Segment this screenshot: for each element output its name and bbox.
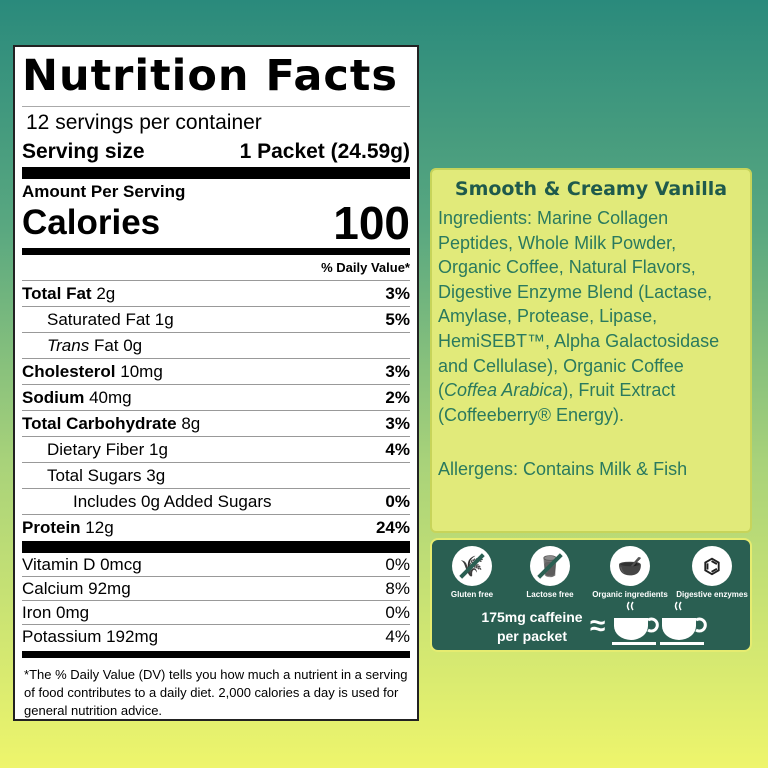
serving-size-label: Serving size — [22, 140, 145, 163]
vitamin-row: Calcium 92mg 8% — [22, 577, 410, 601]
nutrient-row: Total Carbohydrate 8g 3% — [22, 411, 410, 437]
calories-label: Calories — [22, 203, 161, 242]
badge-digestive-enzymes: ⌬ Digestive enzymes — [672, 546, 752, 599]
ingredients-text: Ingredients: Marine Collagen Peptides, W… — [438, 208, 720, 425]
vitamin-row: Iron 0mg 0% — [22, 601, 410, 625]
serving-size: Serving size 1 Packet (24.59g) — [22, 137, 410, 167]
nutrient-dv: 2% — [385, 388, 410, 407]
calories: Calories 100 — [22, 197, 410, 249]
vitamin-dv: 8% — [385, 579, 410, 598]
badge-label: Digestive enzymes — [676, 590, 748, 599]
nutrient-row: Trans Fat 0g — [22, 333, 410, 359]
nutrient-row: Includes 0g Added Sugars 0% — [22, 489, 410, 515]
nutrient-row: Cholesterol 10mg 3% — [22, 359, 410, 385]
allergens: Allergens: Contains Milk & Fish — [438, 459, 688, 480]
nutrient-name: Cholesterol 10mg — [22, 362, 163, 381]
vitamin-dv: 4% — [385, 627, 410, 646]
vitamin-name: Iron 0mg — [22, 603, 90, 622]
divider — [22, 248, 410, 255]
vitamin-name: Vitamin D 0mcg — [22, 555, 142, 574]
divider — [22, 651, 410, 658]
vitamin-dv: 0% — [385, 603, 410, 622]
servings-per-container: 12 servings per container — [26, 111, 262, 134]
footnote-text: The % Daily Value (DV) tells you how muc… — [24, 667, 408, 718]
nutrient-name: Trans Fat 0g — [47, 336, 143, 355]
serving-size-value: 1 Packet (24.59g) — [239, 140, 410, 163]
nutrient-dv: 24% — [375, 518, 410, 537]
badges-panel: 🌾 Gluten free 🥛 Lactose free 🥣 Organic ingred… — [430, 538, 752, 652]
nutrient-dv: 4% — [385, 440, 410, 459]
label-title: Nutrition Facts — [22, 47, 410, 107]
nutrient-row: Total Sugars 3g — [22, 463, 410, 489]
nutrient-dv: 3% — [385, 362, 410, 381]
milk-bottle-crossed-icon: 🥛 — [530, 546, 570, 586]
nutrient-row: Dietary Fiber 1g 4% — [22, 437, 410, 463]
coffee-cups-icon — [612, 601, 707, 645]
divider — [22, 167, 410, 179]
caffeine-text: 175mg caffeine per packet — [481, 609, 583, 644]
badge-gluten-free: 🌾 Gluten free — [432, 546, 512, 599]
badge-lactose-free: 🥛 Lactose free — [510, 546, 590, 599]
badge-organic-ingredients: 🥣 Organic ingredients — [590, 546, 670, 599]
nutrient-dv: 3% — [385, 414, 410, 433]
nutrient-name: Includes 0g Added Sugars — [73, 492, 272, 511]
ingredients-panel: Smooth & Creamy Vanilla Ingredients: Mar… — [430, 168, 752, 533]
badge-label: Lactose free — [526, 590, 574, 599]
nutrient-name: Saturated Fat 1g — [47, 310, 174, 329]
wheat-crossed-icon: 🌾 — [452, 546, 492, 586]
nutrient-name: Protein 12g — [22, 518, 114, 537]
nutrient-name: Sodium 40mg — [22, 388, 132, 407]
bowl-leaf-icon: 🥣 — [610, 546, 650, 586]
divider — [22, 541, 410, 553]
nutrient-name: Total Carbohydrate 8g — [22, 414, 201, 433]
nutrient-row: Saturated Fat 1g 5% — [22, 307, 410, 333]
vitamin-row: Vitamin D 0mcg 0% — [22, 553, 410, 577]
nutrient-dv: 3% — [385, 284, 410, 303]
calories-value: 100 — [333, 197, 410, 249]
molecule-icon: ⌬ — [692, 546, 732, 586]
badge-label: Gluten free — [450, 590, 494, 599]
nutrient-row: Protein 12g 24% — [22, 515, 410, 541]
nutrient-row: Total Fat 2g 3% — [22, 281, 410, 307]
nutrient-name: Total Sugars 3g — [47, 466, 166, 485]
nutrient-row: Sodium 40mg 2% — [22, 385, 410, 411]
daily-value-header: % Daily Value* — [22, 255, 410, 281]
approx-symbol: ≈ — [590, 610, 606, 641]
vitamin-name: Calcium 92mg — [22, 579, 131, 598]
vitamin-name: Potassium 192mg — [22, 627, 159, 646]
vitamin-row: Potassium 192mg 4% — [22, 625, 410, 649]
nutrient-dv: 0% — [385, 492, 410, 511]
amount-per-serving: Amount Per Serving — [22, 182, 186, 201]
vitamin-dv: 0% — [385, 555, 410, 574]
nutrient-name: Dietary Fiber 1g — [47, 440, 168, 459]
nutrient-dv: 5% — [385, 310, 410, 329]
nutrient-name: Total Fat 2g — [22, 284, 116, 303]
footnote: *The % Daily Value (DV) tells you how mu… — [24, 667, 408, 718]
flavor-title: Smooth & Creamy Vanilla — [454, 178, 728, 200]
badge-label: Organic ingredients — [592, 590, 668, 599]
nutrition-facts-label: Nutrition Facts 12 servings per containe… — [13, 45, 419, 721]
